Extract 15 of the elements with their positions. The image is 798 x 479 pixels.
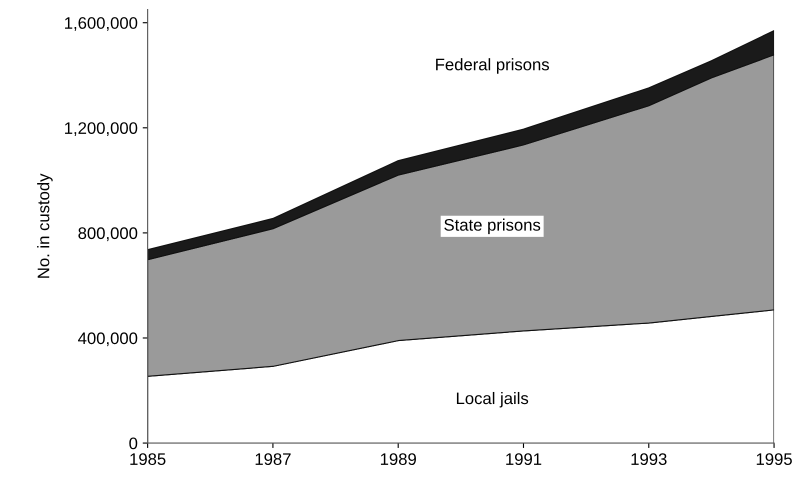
x-tick-label: 1987 <box>256 453 291 466</box>
x-tick-label: 1989 <box>380 453 416 466</box>
y-tick-label: 0 <box>129 437 138 450</box>
y-tick-label: 1,200,000 <box>65 122 138 136</box>
x-tick-label: 1993 <box>632 453 667 466</box>
y-tick-label: 1,600,000 <box>65 17 138 31</box>
x-tick-label: 1995 <box>756 453 792 466</box>
x-tick-label: 1991 <box>506 453 542 466</box>
x-tick-label: 1985 <box>130 453 166 466</box>
series-label: Local jails <box>456 392 528 408</box>
series-label: State prisons <box>444 218 540 234</box>
y-tick-label: 400,000 <box>78 332 138 346</box>
y-axis-title: No. in custody <box>37 174 53 278</box>
text: Federal prisons <box>436 58 550 74</box>
y-tick-label: 800,000 <box>78 227 138 242</box>
